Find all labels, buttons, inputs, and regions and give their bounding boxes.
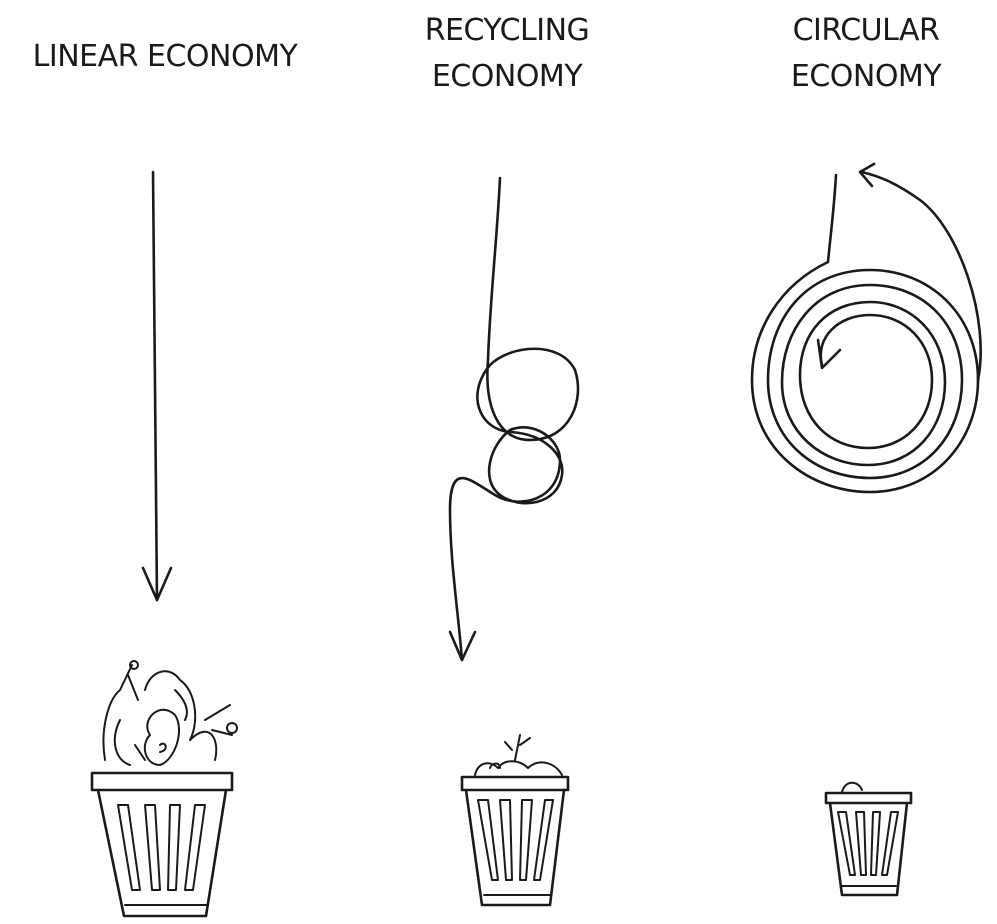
trash-bin-half [462,735,568,905]
recycling-arrow [450,178,578,660]
trash-bin-empty [826,783,911,895]
circular-spiral [752,164,981,492]
trash-bin-full [92,661,237,916]
column-title: ECONOMY [791,59,942,94]
diagram: LINEAR ECONOMY RECYCLING ECONOMY CIRCULA… [0,0,997,924]
column-title: CIRCULAR [793,13,940,48]
column-title: RECYCLING [425,13,590,48]
column-title: LINEAR ECONOMY [33,39,299,74]
column-title: ECONOMY [432,59,583,94]
linear-arrow [143,172,171,600]
